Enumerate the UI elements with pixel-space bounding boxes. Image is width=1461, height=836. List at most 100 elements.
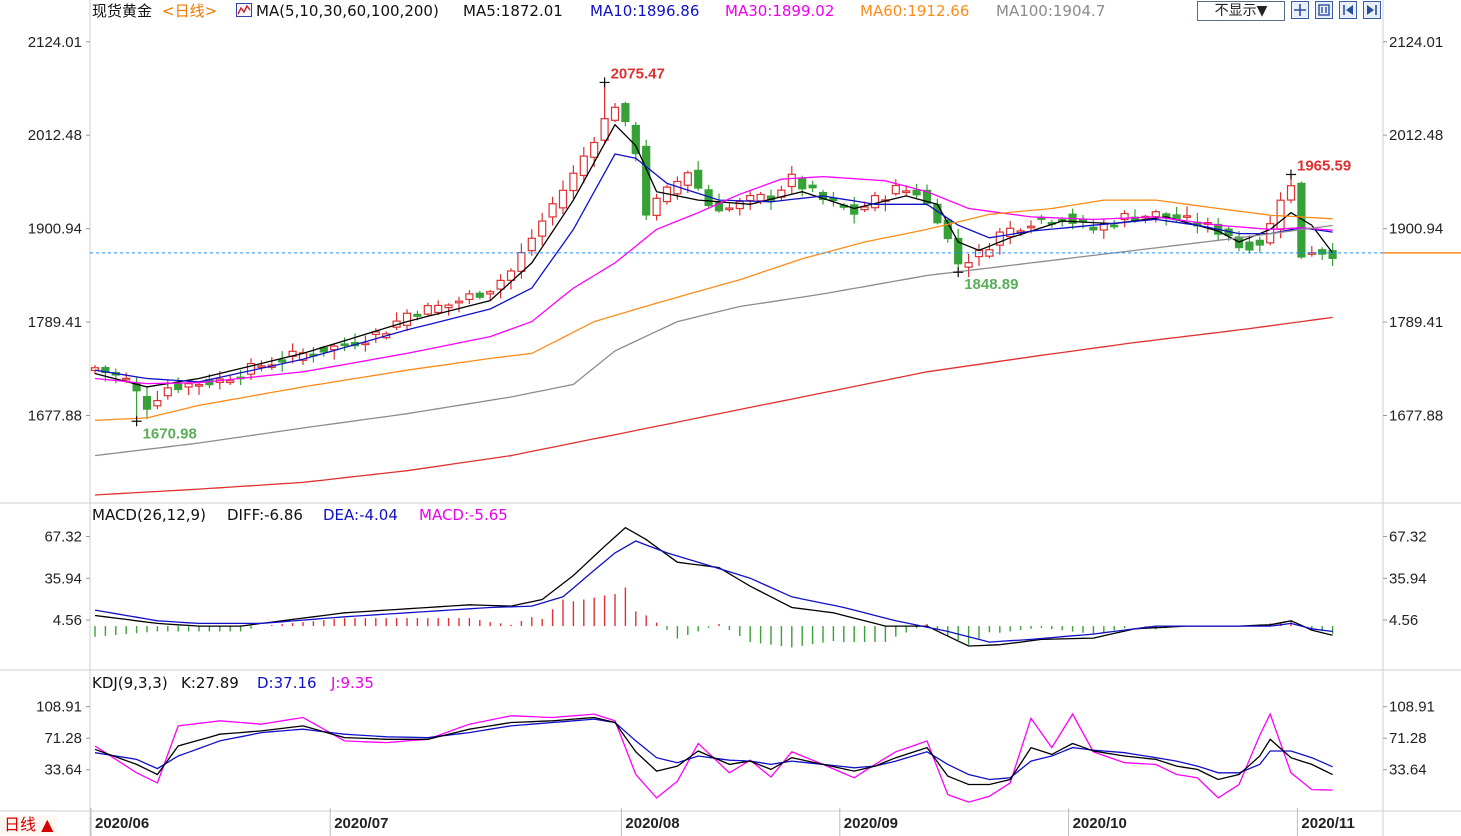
candle-body: [870, 194, 880, 209]
candle-body: [278, 359, 287, 363]
candle-body: [475, 292, 484, 298]
candle-body: [808, 184, 817, 189]
price-tick-label-right: 2124.01: [1389, 34, 1443, 51]
candle-body: [226, 380, 235, 384]
hide-indicators-dropdown[interactable]: 不显示▼: [1197, 1, 1285, 21]
candle-body: [600, 118, 609, 141]
candle-body: [922, 189, 932, 204]
ma60-line: [94, 199, 1333, 422]
candle-body: [246, 362, 256, 375]
macd-dea-line: [94, 540, 1333, 643]
candle-body: [142, 395, 152, 410]
kdj-tick-label-left: 108.91: [36, 699, 82, 716]
candle-body: [1089, 226, 1098, 231]
crosshair-icon[interactable]: [1291, 1, 1309, 19]
candle-body: [506, 270, 516, 281]
candle-body: [902, 190, 911, 194]
x-tick-label: 2020/08: [625, 815, 679, 832]
zoom-in-icon[interactable]: [1315, 1, 1333, 19]
indicator-switch-icon[interactable]: [236, 3, 252, 17]
candle-body: [590, 141, 599, 158]
price-tick-label-right: 1900.94: [1389, 221, 1443, 238]
candle-body: [486, 291, 495, 295]
macd-tick-label-right: 4.56: [1389, 612, 1418, 629]
x-tick-label: 2020/10: [1073, 815, 1127, 832]
candle-body: [257, 365, 266, 368]
candle-body: [798, 177, 807, 190]
kdj-tick-label-right: 108.91: [1389, 699, 1435, 716]
extreme-marker: [599, 77, 610, 88]
candle-body: [787, 173, 796, 188]
candle-body: [517, 252, 526, 272]
candle-body: [174, 382, 183, 391]
high-annotation: 2075.47: [611, 65, 665, 82]
candle-body: [423, 304, 432, 315]
candle-body: [1182, 215, 1192, 218]
kdj-tick-label-right: 33.64: [1389, 762, 1427, 779]
kdj-tick-label-left: 33.64: [44, 762, 82, 779]
price-tick-label-right: 1789.41: [1389, 314, 1443, 331]
candle-body: [683, 172, 692, 186]
candle-body: [444, 304, 453, 309]
candle-body: [330, 345, 339, 351]
candle-body: [621, 103, 630, 123]
candle-body: [995, 231, 1004, 246]
macd-diff-line: [94, 526, 1333, 647]
high-annotation: 1965.59: [1297, 157, 1351, 174]
candle-body: [1110, 224, 1119, 228]
x-tick-label: 2020/09: [844, 815, 898, 832]
extreme-marker: [131, 416, 142, 427]
candle-body: [735, 200, 744, 210]
candle-body: [746, 194, 755, 202]
ma5-line: [94, 123, 1334, 388]
candle-body: [163, 387, 172, 397]
candle-body: [184, 383, 193, 388]
price-tick-label-right: 2012.48: [1389, 127, 1443, 144]
ma10-line: [94, 153, 1333, 383]
candle-body: [1078, 219, 1088, 222]
x-tick-label: 2020/07: [334, 815, 388, 832]
price-tick-label-right: 1677.88: [1389, 407, 1443, 424]
candle-body: [1245, 241, 1254, 251]
candle-body: [371, 331, 380, 335]
candle-body: [631, 124, 640, 155]
extreme-marker: [1286, 169, 1296, 180]
low-annotation: 1670.98: [143, 425, 197, 442]
macd-tick-label-right: 67.32: [1389, 529, 1427, 546]
candle-body: [1255, 239, 1264, 246]
price-tick-label-left: 1677.88: [28, 407, 82, 424]
candle-body: [434, 304, 443, 314]
kdj-tick-label-right: 71.28: [1389, 730, 1427, 747]
candle-body: [652, 197, 661, 216]
ma200-line: [94, 316, 1333, 496]
scroll-left-icon[interactable]: [1339, 1, 1357, 19]
candle-body: [548, 203, 557, 218]
candle-body: [527, 237, 536, 252]
candle-body: [974, 249, 984, 258]
period-selector[interactable]: <日线>: [162, 2, 218, 20]
low-annotation: 1848.89: [964, 276, 1018, 293]
candle-body: [860, 206, 869, 211]
candle-body: [850, 204, 859, 215]
x-tick-label: 2020/11: [1301, 815, 1354, 832]
candle-body: [725, 207, 734, 211]
ma100-line: [94, 224, 1333, 457]
candle-body: [122, 377, 131, 381]
period-toggle-button[interactable]: 日线 ▲: [0, 815, 58, 835]
scroll-right-icon[interactable]: [1363, 1, 1381, 19]
candle-body: [153, 399, 162, 407]
candle-body: [558, 189, 568, 209]
candle-body: [579, 155, 588, 177]
candle-body: [361, 342, 370, 346]
price-tick-label-left: 1900.94: [28, 221, 82, 238]
candle-body: [1297, 182, 1306, 258]
candle-body: [1006, 227, 1015, 238]
kdj-k-line: [94, 716, 1333, 786]
price-tick-label-left: 1789.41: [28, 314, 82, 331]
candle-body: [1151, 211, 1160, 218]
x-tick-label: 2020/06: [95, 815, 149, 832]
candle-body: [954, 237, 963, 265]
candle-body: [1318, 249, 1327, 255]
candle-body: [538, 220, 547, 237]
